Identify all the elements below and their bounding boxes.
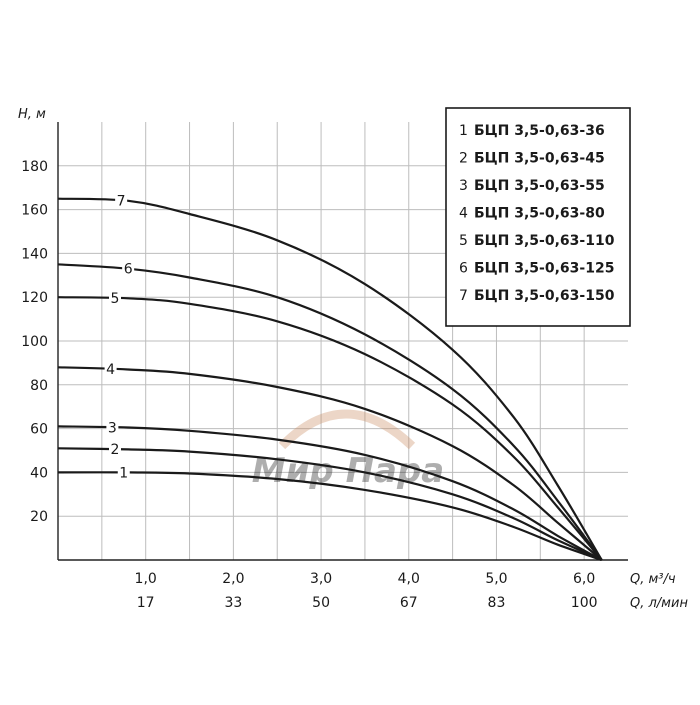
x-tick-label-lmin: 33 [224, 595, 242, 611]
y-tick-label: 80 [30, 378, 48, 394]
curve-label-5: 5 [111, 291, 120, 307]
watermark-text: Мир Пара [252, 451, 445, 491]
x-tick-label-lmin: 83 [488, 595, 506, 611]
legend-number: 5 [459, 233, 468, 249]
legend-label: БЦП 3,5-0,63-55 [474, 178, 605, 194]
legend-number: 4 [459, 206, 468, 222]
legend: 1 БЦП 3,5-0,63-36 2 БЦП 3,5-0,63-45 3 БЦП 3,5… [445, 107, 631, 327]
legend-number: 7 [459, 288, 468, 304]
curve-5 [57, 296, 603, 561]
curve-label-2: 2 [111, 442, 120, 458]
legend-label: БЦП 3,5-0,63-125 [474, 261, 614, 277]
y-tick-label: 40 [30, 465, 48, 481]
x-tick-label-lmin: 100 [571, 595, 598, 611]
y-tick-label: 100 [21, 334, 48, 350]
y-tick-label: 180 [21, 159, 48, 175]
legend-label: БЦП 3,5-0,63-110 [474, 233, 615, 249]
legend-label: БЦП 3,5-0,63-45 [474, 151, 605, 167]
y-tick-label: 120 [21, 290, 48, 306]
y-tick-label: 160 [21, 203, 48, 219]
legend-label: БЦП 3,5-0,63-36 [474, 123, 605, 139]
x-axis-title-m3h: Q, м³/ч [630, 572, 676, 587]
legend-label: БЦП 3,5-0,63-80 [474, 206, 605, 222]
curve-label-bg [109, 289, 121, 306]
x-tick-label-lmin: 67 [400, 595, 418, 611]
curve-label-bg [104, 359, 117, 376]
curve-1 [57, 471, 603, 562]
curve-2 [57, 447, 603, 562]
legend-label: БЦП 3,5-0,63-150 [474, 288, 615, 304]
curve-label-bg [109, 440, 121, 457]
x-tick-label-m3h: 4,0 [398, 571, 420, 587]
curve-label-bg [115, 191, 128, 208]
y-tick-label: 60 [30, 422, 48, 438]
y-axis-title: H, м [18, 107, 46, 122]
curve-4 [57, 366, 603, 561]
legend-number: 1 [459, 123, 468, 139]
x-tick-label-lmin: 50 [312, 595, 330, 611]
x-tick-label-m3h: 2,0 [222, 571, 244, 587]
x-tick-label-lmin: 17 [137, 595, 155, 611]
legend-number: 6 [459, 261, 468, 277]
legend-number: 3 [459, 178, 468, 194]
curve-label-7: 7 [117, 194, 126, 210]
curve-label-6: 6 [124, 262, 133, 278]
x-axis-title-lmin: Q, л/мин [630, 596, 688, 611]
x-tick-label-m3h: 6,0 [573, 571, 595, 587]
curve-3 [57, 425, 603, 561]
curve-label-4: 4 [106, 362, 115, 378]
legend-number: 2 [459, 151, 468, 167]
axes: 20 40 60 80 100 120 140 160 180 H, м 1,0 2,0 3,0 4,0 5… [18, 107, 688, 611]
curve-label-bg [106, 418, 119, 435]
watermark-arc [278, 409, 416, 450]
legend-box [445, 107, 631, 327]
curve-6 [57, 263, 603, 561]
curve-7 [57, 197, 603, 561]
curve-label-1: 1 [119, 465, 128, 481]
x-tick-label-m3h: 3,0 [310, 571, 332, 587]
x-tick-label-m3h: 1,0 [135, 571, 157, 587]
y-tick-label: 20 [30, 509, 48, 525]
curve-label-bg [122, 259, 135, 276]
watermark: Мир Пара [252, 409, 445, 491]
curve-label-bg [117, 463, 130, 480]
curve-label-3: 3 [108, 420, 117, 436]
y-tick-label: 140 [21, 246, 48, 262]
x-tick-label-m3h: 5,0 [485, 571, 507, 587]
